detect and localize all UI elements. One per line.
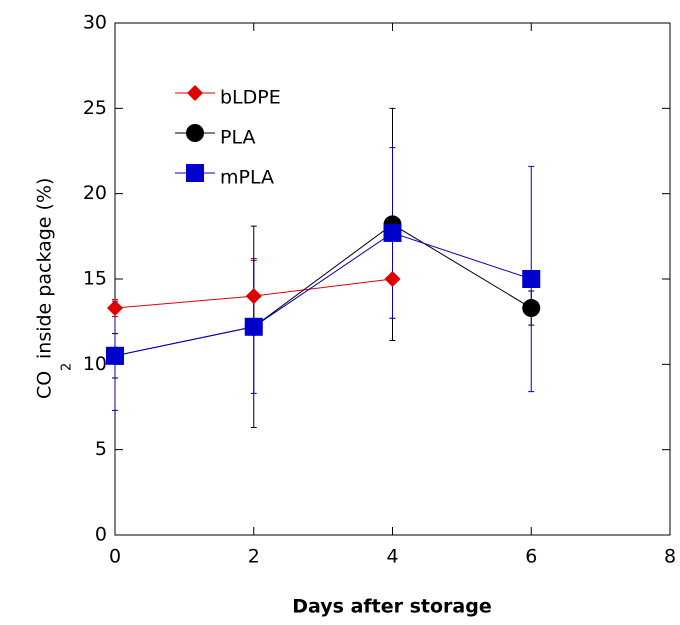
y-title-main: CO — [34, 371, 56, 399]
series-line — [114, 223, 532, 357]
data-point — [245, 288, 262, 305]
data-point — [107, 300, 123, 317]
y-tick-label: 20 — [83, 182, 107, 204]
x-tick-label: 8 — [664, 546, 676, 568]
y-tick-label: 15 — [83, 268, 107, 290]
data-point — [383, 223, 402, 242]
data-point — [106, 346, 124, 365]
y-tick-label: 30 — [83, 12, 107, 34]
data-point — [522, 299, 541, 318]
y-title-subscript: 2 — [60, 363, 75, 371]
y-tick-label: 10 — [83, 353, 107, 375]
y-tick-label: 5 — [95, 438, 107, 460]
x-tick-label: 6 — [525, 546, 537, 568]
data-point — [522, 270, 541, 288]
data-point — [244, 317, 263, 336]
x-tick-label: 4 — [386, 546, 398, 568]
legend-label: bLDPE — [220, 87, 281, 109]
legend-label: mPLA — [220, 167, 274, 189]
y-title-rest: inside package (%) — [34, 178, 56, 359]
y-tick-label: 0 — [95, 524, 107, 546]
legend-marker — [186, 124, 204, 142]
x-tick-label: 2 — [248, 546, 260, 568]
x-tick-label: 0 — [109, 546, 121, 568]
legend-marker — [187, 85, 203, 101]
y-axis-title: CO 2 inside package (%) — [34, 178, 75, 399]
y-tick-label: 25 — [83, 97, 107, 119]
legend-marker — [186, 164, 204, 182]
data-point — [384, 271, 401, 287]
legend-label: PLA — [220, 127, 255, 149]
x-axis-title: Days after storage — [292, 596, 491, 618]
series-line — [114, 232, 532, 357]
